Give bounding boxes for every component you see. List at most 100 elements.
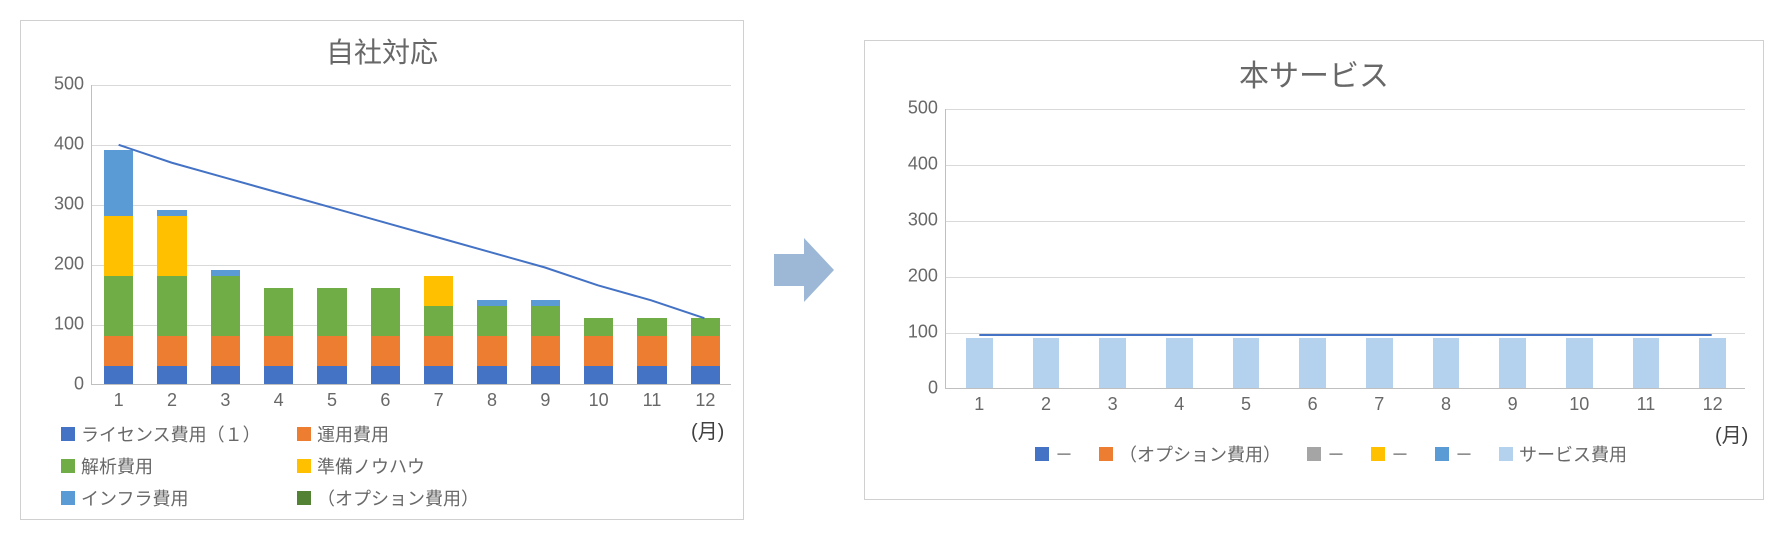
bar-segment xyxy=(424,306,453,336)
legend-label: 運用費用 xyxy=(317,421,389,447)
bar-segment xyxy=(424,276,453,306)
gridline xyxy=(946,333,1745,334)
bar-segment xyxy=(264,288,293,336)
bar-segment xyxy=(371,336,400,366)
bar-segment xyxy=(1166,338,1193,388)
bar-segment xyxy=(584,318,613,336)
gridline xyxy=(92,265,731,266)
bar-segment xyxy=(584,366,613,384)
legend-label: － xyxy=(1055,441,1073,467)
left-legend: ライセンス費用（１）運用費用解析費用準備ノウハウインフラ費用（オプション費用） xyxy=(61,421,721,517)
bar-group xyxy=(637,318,666,384)
x-tick-label: 12 xyxy=(695,384,715,411)
bar-segment xyxy=(691,318,720,336)
legend-swatch xyxy=(61,459,75,473)
legend-item: － xyxy=(1307,441,1345,467)
bar-segment xyxy=(211,336,240,366)
legend-item: サービス費用 xyxy=(1499,441,1627,467)
bar-segment xyxy=(531,336,560,366)
bar-segment xyxy=(211,276,240,336)
left-chart: 自社対応 0100200300400500123456789101112(月) … xyxy=(20,20,744,520)
x-tick-label: 8 xyxy=(487,384,497,411)
bar-segment xyxy=(104,336,133,366)
gridline xyxy=(946,277,1745,278)
right-plot-area: 0100200300400500123456789101112(月) xyxy=(865,99,1763,429)
arrow-icon xyxy=(774,230,834,310)
bar-segment xyxy=(104,366,133,384)
x-tick-label: 10 xyxy=(1569,388,1589,415)
x-tick-label: 6 xyxy=(1308,388,1318,415)
y-tick-label: 200 xyxy=(908,266,946,287)
bar-segment xyxy=(1233,338,1260,388)
trend-line xyxy=(946,109,1745,388)
bar-group xyxy=(264,288,293,384)
x-tick-label: 3 xyxy=(220,384,230,411)
bar-group xyxy=(157,210,186,384)
gridline xyxy=(946,165,1745,166)
legend-label: インフラ費用 xyxy=(81,485,188,511)
y-tick-label: 0 xyxy=(74,374,92,395)
y-tick-label: 200 xyxy=(54,254,92,275)
bar-group xyxy=(317,288,346,384)
y-tick-label: 0 xyxy=(928,378,946,399)
legend-item: 解析費用 xyxy=(61,453,271,479)
arrow-right-icon xyxy=(774,230,834,310)
bar-segment xyxy=(531,366,560,384)
bar-segment xyxy=(371,288,400,336)
gridline xyxy=(92,85,731,86)
x-tick-label: 11 xyxy=(643,384,662,411)
legend-swatch xyxy=(297,459,311,473)
bar-segment xyxy=(691,366,720,384)
y-tick-label: 300 xyxy=(908,210,946,231)
gridline xyxy=(92,325,731,326)
bar-group xyxy=(1366,338,1393,388)
bar-segment xyxy=(264,366,293,384)
legend-swatch xyxy=(61,427,75,441)
legend-label: （オプション費用） xyxy=(1119,441,1281,467)
x-tick-label: 7 xyxy=(434,384,444,411)
bar-group xyxy=(531,300,560,384)
bar-segment xyxy=(317,366,346,384)
x-tick-label: 9 xyxy=(1508,388,1518,415)
bar-segment xyxy=(637,318,666,336)
bar-segment xyxy=(424,336,453,366)
y-tick-label: 500 xyxy=(908,98,946,119)
bar-group xyxy=(477,300,506,384)
bar-segment xyxy=(1299,338,1326,388)
x-tick-label: 2 xyxy=(167,384,177,411)
bar-segment xyxy=(1366,338,1393,388)
bar-segment xyxy=(211,366,240,384)
legend-swatch xyxy=(1307,447,1321,461)
y-tick-label: 400 xyxy=(54,134,92,155)
legend-item: （オプション費用） xyxy=(297,485,507,511)
bar-segment xyxy=(531,306,560,336)
legend-label: ライセンス費用（１） xyxy=(81,421,261,447)
right-chart: 本サービス 0100200300400500123456789101112(月)… xyxy=(864,40,1764,500)
right-chart-title: 本サービス xyxy=(865,41,1763,99)
legend-swatch xyxy=(1371,447,1385,461)
bar-segment xyxy=(157,336,186,366)
legend-label: － xyxy=(1327,441,1345,467)
bar-group xyxy=(1433,338,1460,388)
gridline xyxy=(946,221,1745,222)
x-tick-label: 1 xyxy=(114,384,124,411)
legend-swatch xyxy=(1035,447,1049,461)
legend-label: （オプション費用） xyxy=(317,485,479,511)
legend-label: サービス費用 xyxy=(1519,441,1627,467)
bar-segment xyxy=(691,336,720,366)
bar-segment xyxy=(1033,338,1060,388)
bar-segment xyxy=(477,336,506,366)
bar-segment xyxy=(477,306,506,336)
y-tick-label: 100 xyxy=(54,314,92,335)
x-tick-label: 7 xyxy=(1374,388,1384,415)
bar-segment xyxy=(1499,338,1526,388)
bar-segment xyxy=(477,366,506,384)
bar-segment xyxy=(157,216,186,276)
bar-group xyxy=(1633,338,1660,388)
chart-pair-container: 自社対応 0100200300400500123456789101112(月) … xyxy=(20,20,1764,520)
x-tick-label: 4 xyxy=(274,384,284,411)
left-plot-area: 0100200300400500123456789101112(月) xyxy=(21,75,743,435)
bar-segment xyxy=(104,276,133,336)
bar-group xyxy=(1099,338,1126,388)
x-tick-label: 8 xyxy=(1441,388,1451,415)
